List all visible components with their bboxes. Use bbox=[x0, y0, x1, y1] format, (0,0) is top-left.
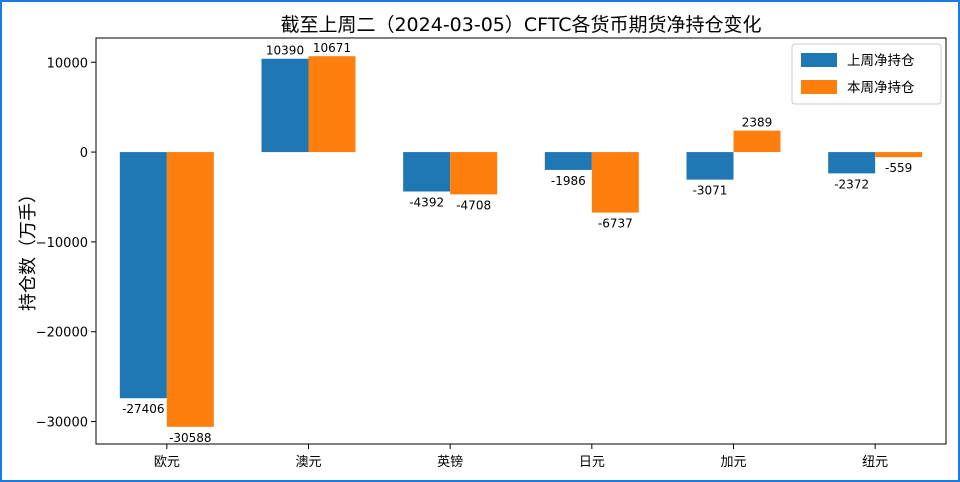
data-label-last-week-3: -1986 bbox=[551, 174, 586, 188]
legend-swatch-last-week bbox=[801, 53, 837, 67]
bar-last-week-5 bbox=[828, 152, 876, 174]
data-label-this-week-5: -559 bbox=[885, 161, 912, 175]
y-tick-label: −30000 bbox=[36, 416, 88, 431]
bar-this-week-0 bbox=[166, 152, 214, 427]
plot-area-frame bbox=[95, 37, 947, 445]
x-tick-label: 纽元 bbox=[862, 455, 888, 470]
y-tick-label: −20000 bbox=[36, 326, 88, 341]
bar-this-week-5 bbox=[875, 152, 923, 158]
data-label-this-week-0: -30588 bbox=[169, 431, 212, 445]
data-label-last-week-0: -27406 bbox=[122, 402, 165, 416]
bar-last-week-2 bbox=[403, 152, 451, 192]
bar-this-week-4 bbox=[733, 130, 781, 153]
x-tick-label: 英镑 bbox=[437, 454, 463, 470]
data-label-last-week-1: 10390 bbox=[266, 44, 304, 58]
x-tick-label: 加元 bbox=[720, 455, 746, 470]
data-label-last-week-4: -3071 bbox=[693, 184, 728, 198]
bar-last-week-3 bbox=[544, 152, 592, 170]
y-axis-label: 持仓数（万手） bbox=[18, 185, 39, 311]
bar-this-week-1 bbox=[308, 56, 356, 153]
bar-this-week-3 bbox=[591, 152, 639, 213]
legend-swatch-this-week bbox=[801, 80, 837, 94]
bar-last-week-4 bbox=[686, 152, 734, 180]
data-label-last-week-5: -2372 bbox=[834, 177, 869, 191]
x-tick-label: 日元 bbox=[579, 455, 605, 470]
y-tick-label: 0 bbox=[80, 146, 88, 161]
bar-last-week-0 bbox=[119, 152, 167, 399]
bars-layer bbox=[119, 56, 923, 427]
legend-label-this-week: 本周净持仓 bbox=[847, 80, 915, 96]
bar-last-week-1 bbox=[261, 58, 309, 153]
data-labels-layer: -27406 -30588 10390 10671 -4392 -4708 -1986 -67… bbox=[122, 41, 912, 445]
legend: 上周净持仓 本周净持仓 bbox=[791, 43, 942, 105]
x-tick-label: 欧元 bbox=[154, 455, 180, 470]
chart-title: 截至上周二（2024-03-05）CFTC各货币期货净持仓变化 bbox=[280, 14, 761, 36]
bar-this-week-2 bbox=[450, 152, 498, 195]
data-label-this-week-2: -4708 bbox=[456, 198, 491, 212]
x-axis: 欧元 澳元 英镑 日元 加元 纽元 bbox=[154, 444, 888, 470]
y-tick-label: −10000 bbox=[36, 236, 88, 251]
data-label-last-week-2: -4392 bbox=[409, 196, 444, 210]
legend-label-last-week: 上周净持仓 bbox=[847, 53, 915, 69]
data-label-this-week-1: 10671 bbox=[313, 41, 351, 55]
data-label-this-week-3: -6737 bbox=[598, 217, 633, 231]
y-tick-label: 10000 bbox=[47, 56, 88, 71]
x-tick-label: 澳元 bbox=[295, 454, 321, 470]
data-label-this-week-4: 2389 bbox=[742, 116, 773, 130]
y-axis: 10000 0 −10000 −20000 −30000 bbox=[36, 56, 96, 431]
